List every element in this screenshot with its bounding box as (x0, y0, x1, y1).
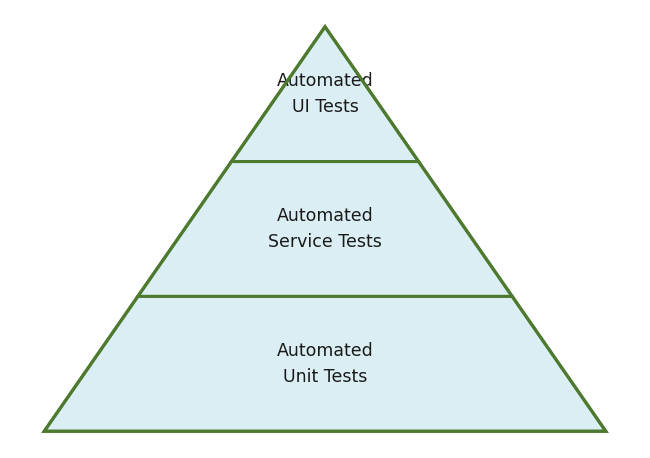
Polygon shape (138, 162, 512, 296)
Text: Automated
Service Tests: Automated Service Tests (268, 207, 382, 251)
Polygon shape (44, 296, 606, 431)
Polygon shape (231, 27, 419, 162)
Text: Automated
UI Tests: Automated UI Tests (277, 72, 373, 116)
Text: Automated
Unit Tests: Automated Unit Tests (277, 342, 373, 386)
